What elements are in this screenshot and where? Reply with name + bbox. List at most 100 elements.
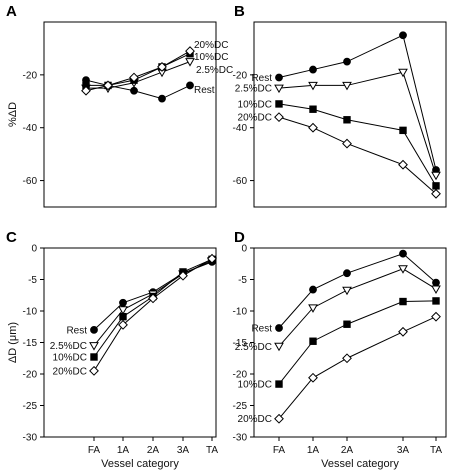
data-point <box>275 380 283 388</box>
x-axis-label: Vessel category <box>321 458 399 470</box>
y-tick-label: -20 <box>23 70 38 81</box>
series-label: 10%DC <box>238 99 272 110</box>
panel-letter: D <box>234 229 245 246</box>
data-point <box>342 286 352 296</box>
y-axis-label: ΔD (μm) <box>7 322 19 363</box>
series-20-dc: 20%DC <box>53 253 217 377</box>
series-label: 10%DC <box>194 52 228 63</box>
x-tick-label: 3A <box>397 445 410 456</box>
plot-frame <box>43 21 217 208</box>
data-point <box>130 86 138 95</box>
data-point <box>432 182 440 190</box>
data-point <box>274 413 284 424</box>
x-tick-label: 1A <box>117 445 130 456</box>
series-label: 20%DC <box>53 366 87 377</box>
data-point <box>275 100 283 108</box>
y-tick-label: -25 <box>23 401 38 412</box>
series-rest: Rest <box>82 76 215 103</box>
series-20-dc: 20%DC <box>81 40 228 96</box>
series-label: 20%DC <box>238 113 272 124</box>
data-point <box>274 112 284 123</box>
data-point <box>431 311 441 322</box>
data-point <box>342 353 352 364</box>
data-point <box>119 312 127 321</box>
panel-c: C -30 -25 -20 -15 -10 -5 0 ΔD (μm) FA 1A 2A 3A TA Vess… <box>6 229 218 470</box>
series-label: Rest <box>194 85 215 96</box>
y-tick-label: 0 <box>31 244 37 255</box>
data-point <box>431 188 441 199</box>
y-tick-label: -10 <box>233 307 248 318</box>
series-label: 2.5%DC <box>235 342 272 353</box>
series-10-dc: 10%DC <box>238 99 440 190</box>
series-label: 10%DC <box>238 380 272 391</box>
data-point <box>399 297 407 306</box>
data-point <box>103 80 113 91</box>
x-tick-label: FA <box>273 445 286 456</box>
y-tick-label: -60 <box>233 176 248 187</box>
y-tick-label: -10 <box>23 307 38 318</box>
data-point <box>90 326 98 334</box>
data-point <box>431 171 441 181</box>
data-point <box>185 58 195 67</box>
series-2-5-dc: 2.5%DC <box>235 265 441 353</box>
data-point <box>186 81 194 90</box>
series-line <box>278 268 437 347</box>
data-point <box>148 293 158 304</box>
series-20-dc: 20%DC <box>238 311 441 425</box>
y-tick-label: -15 <box>233 338 248 349</box>
series-label: Rest <box>251 73 272 84</box>
data-point <box>185 46 195 56</box>
data-point <box>81 85 91 96</box>
x-tick-label: 2A <box>341 445 354 456</box>
data-point <box>398 265 408 274</box>
x-tick-label: FA <box>88 445 101 456</box>
data-point <box>399 126 407 135</box>
y-tick-label: -15 <box>23 338 38 349</box>
data-point <box>399 249 407 258</box>
x-tick-label: 1A <box>307 445 320 456</box>
series-label: Rest <box>66 325 87 336</box>
data-point <box>178 270 188 281</box>
y-tick-label: -30 <box>23 433 38 444</box>
data-point <box>274 342 284 352</box>
y-tick-label: -60 <box>23 176 38 187</box>
data-point <box>89 342 99 351</box>
series-line <box>93 258 213 372</box>
x-axis-label: Vessel category <box>101 458 179 470</box>
x-tick-label: TA <box>430 445 442 456</box>
y-axis-label: %ΔD <box>7 102 19 127</box>
data-point <box>274 84 284 94</box>
panel-letter: C <box>6 229 17 246</box>
data-point <box>275 324 283 332</box>
panel-d: D -30 -25 -20 -15 -10 -5 0 FA 1A 2A 3A TA Vessel cate… <box>233 229 447 470</box>
series-line <box>278 253 437 329</box>
data-point <box>157 62 167 72</box>
series-line <box>85 50 191 92</box>
y-tick-label: -20 <box>23 370 38 381</box>
series-2-5-dc: 2.5%DC <box>235 68 441 181</box>
panel-letter: A <box>6 3 17 20</box>
data-point <box>343 269 351 278</box>
series-label: 2.5%DC <box>235 84 272 95</box>
x-tick-label: 2A <box>147 445 160 456</box>
data-point <box>118 306 128 315</box>
data-point <box>343 57 351 66</box>
data-point <box>308 372 318 383</box>
data-point <box>129 72 139 83</box>
series-label: 20%DC <box>194 40 228 51</box>
data-point <box>158 94 166 103</box>
series-label: 20%DC <box>238 414 272 425</box>
data-point <box>275 73 283 82</box>
data-point <box>399 31 407 40</box>
data-point <box>89 365 99 376</box>
series-line <box>278 71 437 176</box>
data-point <box>309 65 317 74</box>
data-point <box>398 326 408 337</box>
series-line <box>85 79 191 100</box>
data-point <box>207 253 217 264</box>
plot-frame <box>253 21 447 208</box>
y-tick-label: -5 <box>238 275 247 286</box>
data-point <box>432 278 440 287</box>
series-rest: Rest <box>251 31 440 174</box>
